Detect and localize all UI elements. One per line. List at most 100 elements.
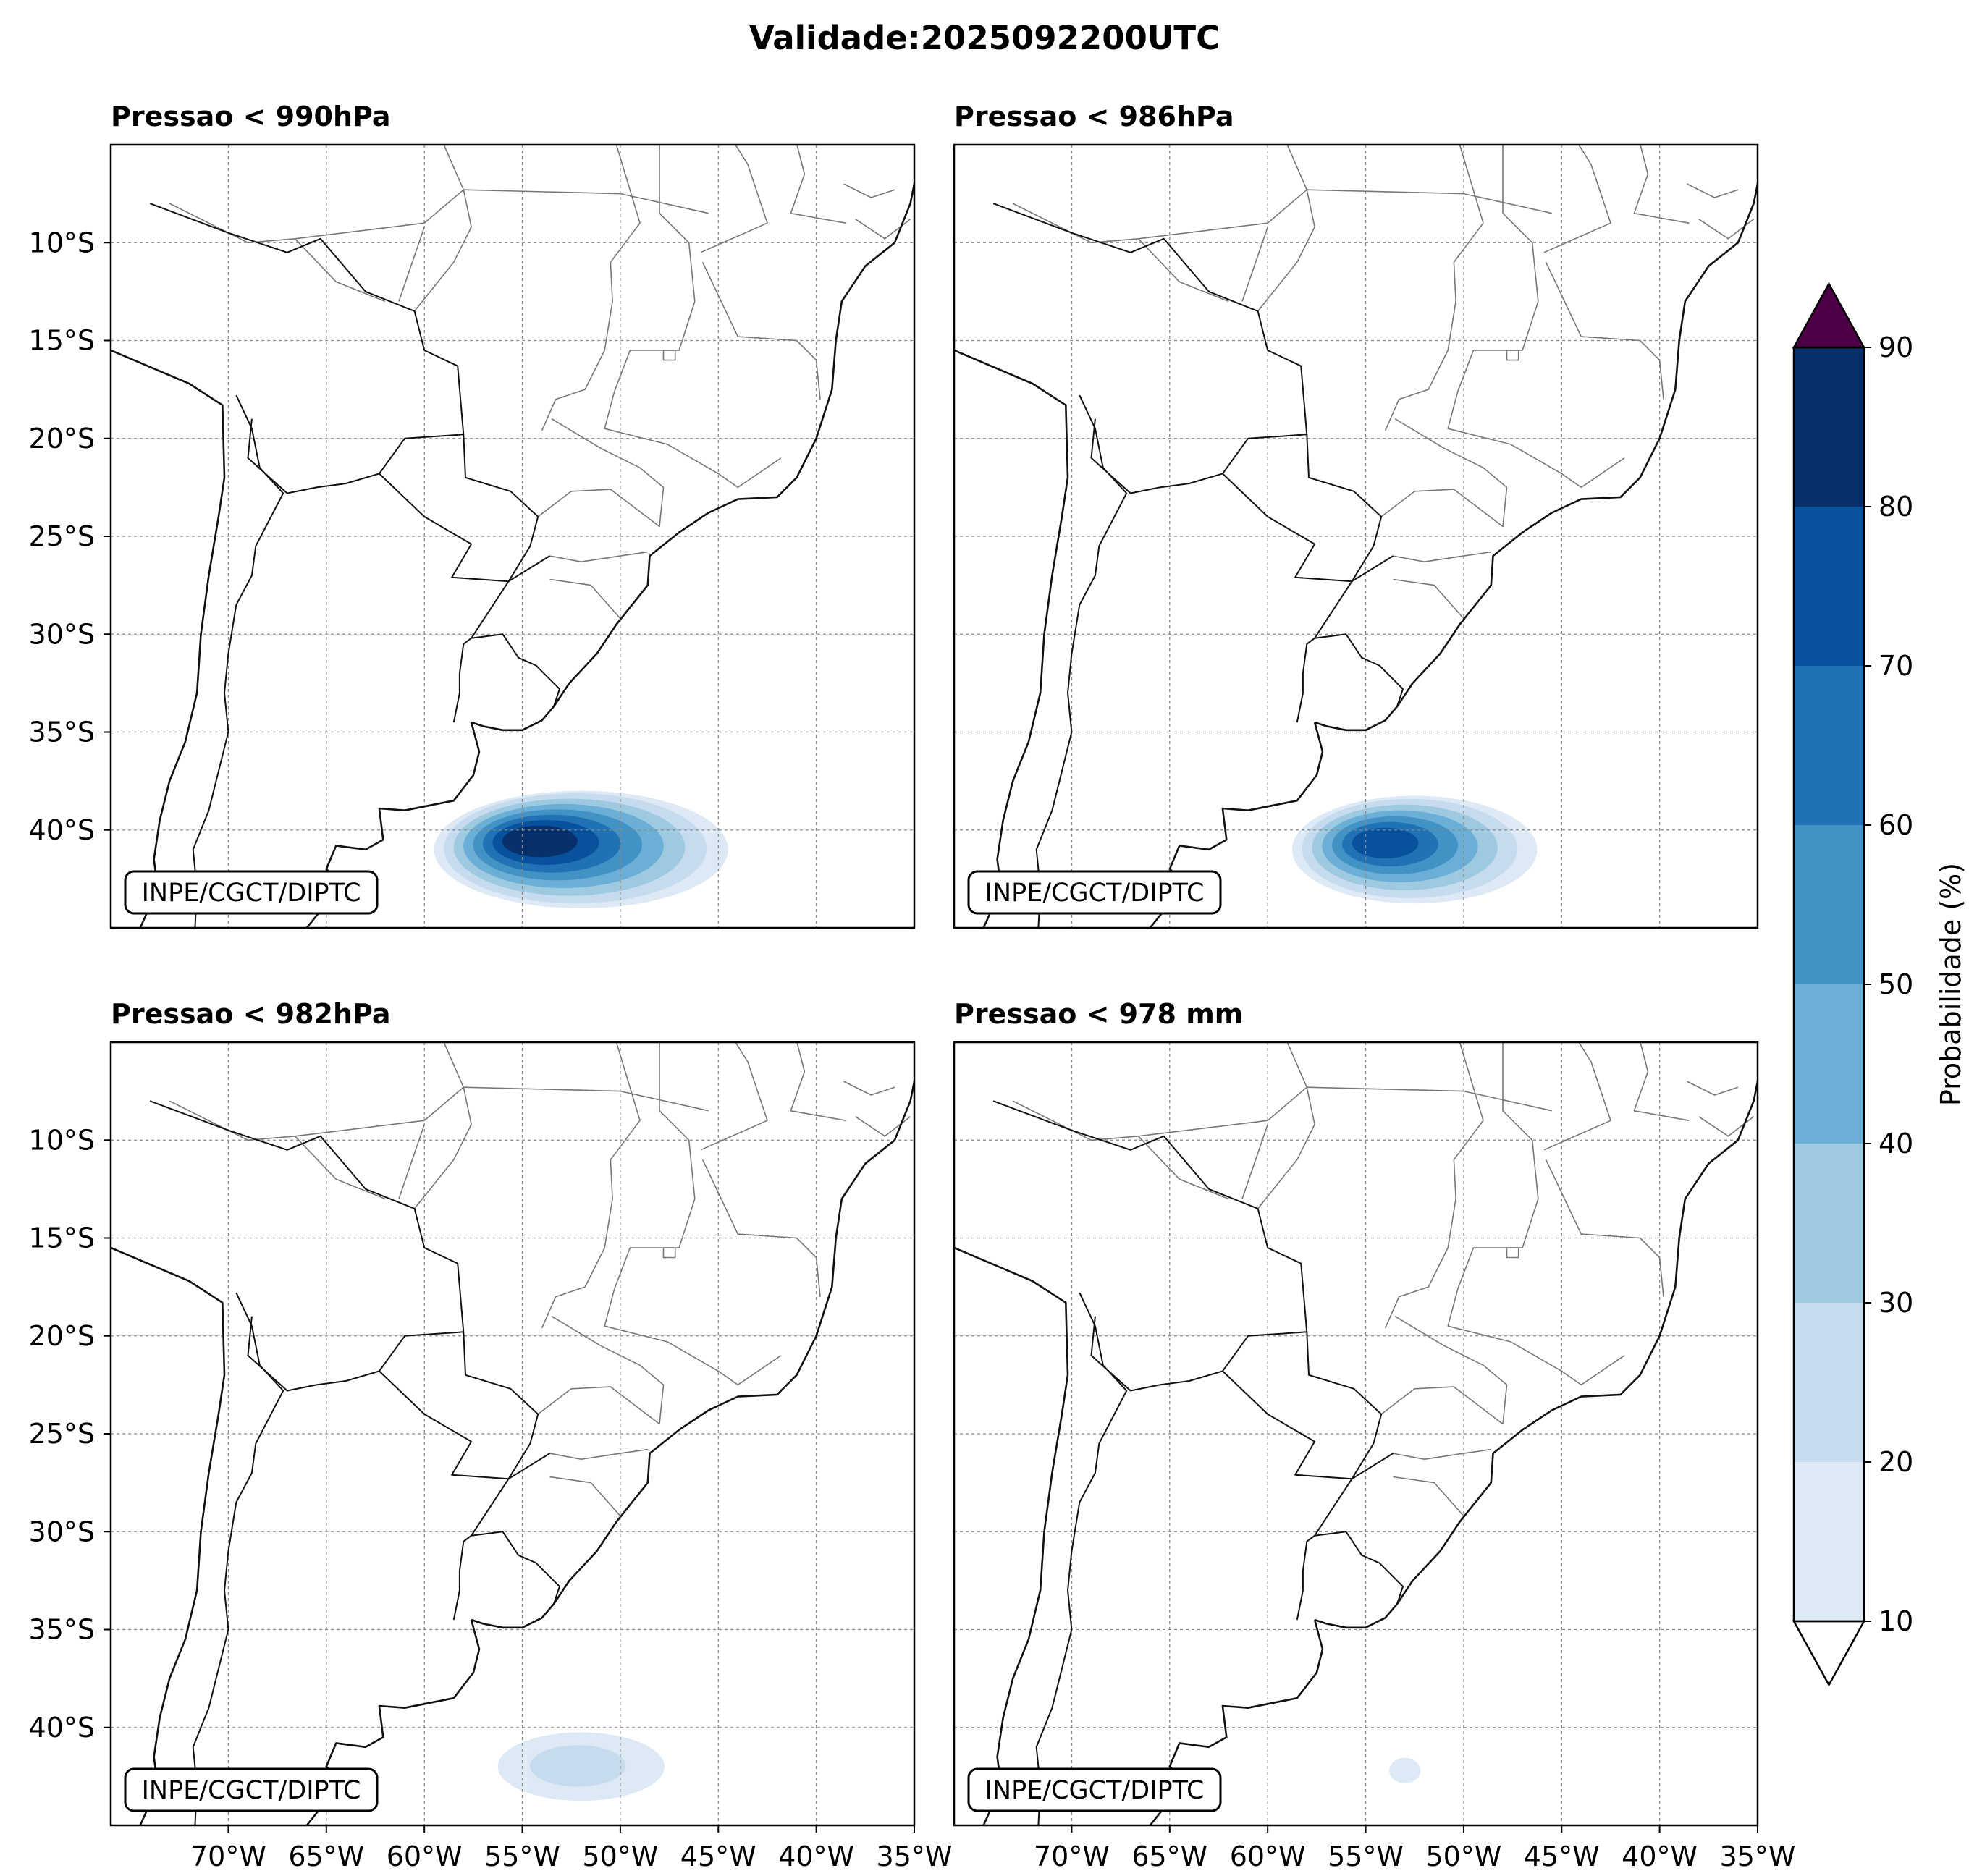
lat-tick-label: 10°S [29,1124,95,1156]
state-border [1380,418,1508,528]
probability-contours [1292,795,1538,904]
state-border [843,1081,895,1096]
state-border [701,261,821,400]
contour-level-70 [1352,827,1419,859]
figure-title: Validade:2025092200UTC [749,19,1220,57]
state-border [659,1042,696,1199]
panel-title: Pressao < 990hPa [111,101,391,132]
lon-tick-label: 40°W [778,1841,854,1872]
colorbar: 10 20 30 40 50 60 70 80 90 Probabilidade (%) [1792,282,1967,1687]
colorbar-extend-min [1792,1620,1866,1687]
panel-title: Pressao < 978 mm [954,998,1243,1030]
lat-tick-label: 30°S [29,618,95,650]
colorbar-tick-label: 80 [1879,491,1913,523]
state-border [413,145,472,312]
credit-label: INPE/CGCT/DIPTC [985,879,1205,908]
panels: Pressao < 990hPa INPE/CGCT/DIPTC 10°S 15°S 2… [29,101,1796,1872]
state-border [662,1247,676,1259]
colorbar-segment-40 [1794,984,1864,1144]
state-border [701,1159,821,1297]
state-border [537,1316,665,1425]
coastline [111,349,226,928]
state-border [413,1042,472,1209]
lon-tick-label: 55°W [1328,1841,1404,1872]
panel-title: Pressao < 982hPa [111,998,391,1030]
country-border [992,203,1308,494]
state-border [1393,551,1491,563]
state-border [169,1086,709,1141]
lat-tick-label: 20°S [29,1320,95,1352]
lat-tick-label: 15°S [29,1222,95,1254]
colorbar-segment-80 [1794,347,1864,507]
state-border [169,189,709,244]
coastline [1314,179,1758,732]
state-border [604,301,782,489]
lon-tick-label: 50°W [582,1841,658,1872]
state-border [1384,1042,1484,1329]
state-border [549,1476,621,1517]
lat-tick-label: 10°S [29,227,95,258]
lat-tick-label: 40°S [29,814,95,846]
state-border [700,1042,768,1151]
country-border [379,1332,539,1480]
coastline [954,349,1069,928]
coastline [954,1246,1069,1825]
coastline [1314,1076,1758,1629]
map-frame [953,143,1759,929]
state-border [1633,145,1690,224]
colorbar-segment-30 [1794,1144,1864,1303]
state-border [1393,578,1464,620]
country-border [471,555,550,639]
map-panel: Pressao < 978 mm INPE/CGCT/DIPTC 70°W 65°W 6… [953,998,1795,1872]
geography [954,1042,1758,1825]
contour-level-80 [502,825,578,858]
country-border [992,1100,1308,1392]
country-border [1296,1531,1404,1621]
probability-contours [434,790,728,908]
state-border [1543,1042,1611,1151]
state-border [1012,1086,1552,1141]
state-border [1502,145,1539,302]
state-border [537,418,665,528]
state-border [398,1124,425,1199]
country-border [471,1453,550,1537]
state-border [1380,1316,1508,1425]
lon-tick-label: 65°W [1131,1841,1207,1872]
country-border [1222,1332,1383,1480]
state-border [662,350,676,361]
geography [111,145,914,928]
colorbar-tick-label: 70 [1879,650,1913,682]
state-border [1393,1448,1491,1460]
state-border [1241,1124,1268,1199]
state-border [1545,261,1664,400]
state-border [1241,227,1268,302]
state-border [1545,1159,1664,1297]
country-border [1296,633,1404,723]
gridlines [111,1042,914,1825]
state-border [1257,1042,1315,1209]
colorbar-label: Probabilidade (%) [1935,863,1967,1106]
credit-box [967,870,1222,915]
colorbar-segment-10 [1794,1462,1864,1621]
credit-box [124,1767,379,1812]
state-border [1137,1136,1229,1200]
map-panel: Pressao < 982hPa INPE/CGCT/DIPTC 10°S 15°S 2… [29,998,953,1872]
state-border [549,551,648,563]
colorbar-segment-60 [1794,666,1864,825]
country-border [1314,555,1394,639]
credit-label: INPE/CGCT/DIPTC [985,1776,1205,1805]
geography [954,145,1758,928]
state-border [604,1199,782,1386]
country-border [1035,1292,1128,1825]
state-border [1506,1247,1519,1259]
state-border [294,238,386,303]
country-border [149,203,465,494]
lon-tick-label: 35°W [877,1841,953,1872]
lat-tick-label: 35°S [29,1614,95,1646]
state-border [549,1448,648,1460]
lat-tick-label: 40°S [29,1712,95,1744]
lon-tick-label: 45°W [1524,1841,1600,1872]
lon-tick-label: 60°W [1230,1841,1306,1872]
lon-tick-label: 50°W [1425,1841,1501,1872]
